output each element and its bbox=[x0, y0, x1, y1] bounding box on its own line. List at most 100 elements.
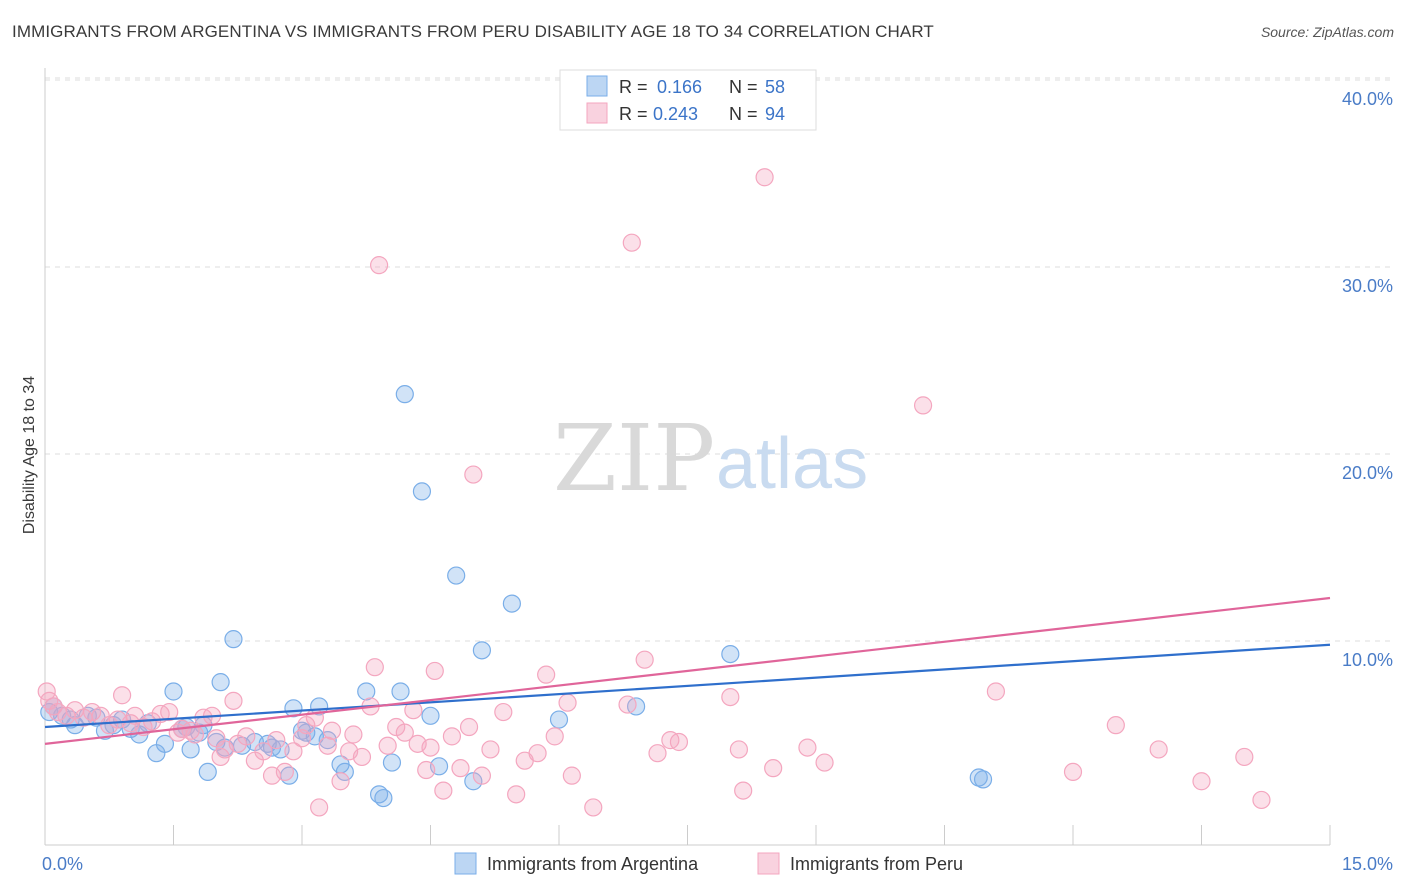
x-tick-label: 15.0% bbox=[1342, 854, 1393, 874]
data-point bbox=[421, 706, 440, 725]
x-tick-label: 0.0% bbox=[42, 854, 83, 874]
data-point bbox=[224, 630, 243, 649]
data-point bbox=[528, 744, 547, 763]
data-point bbox=[284, 742, 303, 761]
data-point bbox=[365, 658, 384, 677]
data-point bbox=[395, 723, 414, 742]
data-point bbox=[635, 650, 654, 669]
data-point bbox=[322, 721, 342, 740]
data-point bbox=[459, 717, 479, 737]
y-tick-label: 30.0% bbox=[1342, 276, 1393, 296]
watermark-zip: ZIP bbox=[553, 405, 715, 512]
data-point bbox=[442, 727, 462, 746]
trend-line-peru bbox=[44, 596, 1331, 745]
data-point bbox=[798, 738, 817, 757]
axes-layer bbox=[44, 68, 1331, 846]
data-point bbox=[502, 594, 521, 613]
watermark-atlas: atlas bbox=[716, 424, 868, 504]
data-point bbox=[374, 788, 393, 808]
data-point bbox=[112, 686, 132, 705]
bottom-legend-label-argentina: Immigrants from Argentina bbox=[487, 854, 699, 874]
grid-layer bbox=[45, 77, 1395, 642]
data-point bbox=[310, 798, 329, 817]
legend-n-value-argentina: 58 bbox=[765, 77, 785, 97]
data-point bbox=[155, 734, 175, 753]
data-point bbox=[1192, 772, 1211, 791]
data-point bbox=[318, 731, 337, 750]
data-point bbox=[382, 753, 402, 772]
data-point bbox=[1252, 790, 1271, 810]
y-tick-label: 40.0% bbox=[1342, 89, 1393, 109]
data-point bbox=[545, 727, 564, 746]
bottom-legend-label-peru: Immigrants from Peru bbox=[790, 854, 963, 874]
legend-r-value-peru: 0.243 bbox=[653, 104, 698, 124]
data-point bbox=[669, 732, 689, 752]
data-point bbox=[622, 233, 641, 252]
data-point bbox=[507, 785, 526, 804]
data-point bbox=[1149, 740, 1168, 759]
data-point bbox=[472, 641, 491, 660]
data-point bbox=[391, 682, 410, 701]
data-point bbox=[451, 759, 470, 778]
data-point bbox=[395, 385, 414, 404]
data-point bbox=[721, 644, 740, 664]
bottom-legend: Immigrants from Argentina Immigrants fro… bbox=[454, 852, 963, 875]
data-point bbox=[335, 762, 354, 782]
data-point bbox=[331, 772, 350, 791]
points-layer bbox=[37, 168, 1271, 817]
data-point bbox=[267, 731, 286, 750]
data-point bbox=[434, 781, 453, 800]
y-tick-label: 20.0% bbox=[1342, 463, 1393, 483]
data-point bbox=[494, 702, 513, 722]
data-point bbox=[164, 682, 183, 701]
data-point bbox=[421, 738, 440, 757]
data-point bbox=[284, 699, 303, 718]
data-point bbox=[729, 740, 749, 759]
data-point bbox=[549, 710, 569, 729]
data-point bbox=[913, 396, 933, 415]
trend-layer bbox=[44, 596, 1331, 745]
data-point bbox=[370, 256, 389, 275]
data-point bbox=[1063, 762, 1083, 782]
watermark: ZIP atlas bbox=[553, 405, 868, 512]
data-point bbox=[181, 740, 200, 759]
source-credit: Source: ZipAtlas.com bbox=[1260, 24, 1394, 40]
data-point bbox=[318, 736, 337, 755]
data-point bbox=[1235, 747, 1254, 767]
data-point bbox=[815, 753, 834, 772]
chart-title: IMMIGRANTS FROM ARGENTINA VS IMMIGRANTS … bbox=[12, 22, 934, 41]
data-point bbox=[618, 695, 637, 714]
data-point bbox=[344, 725, 363, 744]
legend-r-label-peru: R = bbox=[619, 104, 648, 124]
data-point bbox=[352, 747, 372, 767]
data-point bbox=[224, 691, 243, 710]
data-point bbox=[721, 687, 740, 707]
data-point bbox=[275, 762, 294, 782]
data-point bbox=[464, 465, 483, 484]
data-point bbox=[198, 762, 217, 782]
tick-labels: 10.0% 20.0% 30.0% 40.0% 0.0% 15.0% bbox=[42, 89, 1393, 874]
data-point bbox=[472, 766, 491, 785]
y-tick-label: 10.0% bbox=[1342, 650, 1393, 670]
data-point bbox=[584, 798, 603, 817]
data-point bbox=[412, 482, 432, 501]
data-point bbox=[1106, 716, 1125, 735]
bottom-legend-swatch-peru bbox=[757, 852, 780, 875]
legend-r-label-argentina: R = bbox=[619, 77, 648, 97]
bottom-legend-swatch-argentina bbox=[454, 852, 477, 875]
data-point bbox=[425, 661, 444, 681]
data-point bbox=[755, 168, 774, 187]
data-point bbox=[237, 727, 256, 746]
data-point bbox=[160, 702, 179, 722]
data-point bbox=[417, 760, 436, 780]
series-peru-points bbox=[37, 168, 1271, 817]
data-point bbox=[986, 682, 1006, 701]
data-point bbox=[558, 693, 577, 712]
legend-r-value-argentina: 0.166 bbox=[657, 77, 702, 97]
trend-line-argentina bbox=[44, 643, 1331, 729]
data-point bbox=[254, 742, 273, 761]
data-point bbox=[357, 682, 376, 701]
legend: R = 0.166 N = 58 R = 0.243 N = 94 bbox=[559, 69, 817, 131]
legend-n-label-peru: N = bbox=[729, 104, 758, 124]
